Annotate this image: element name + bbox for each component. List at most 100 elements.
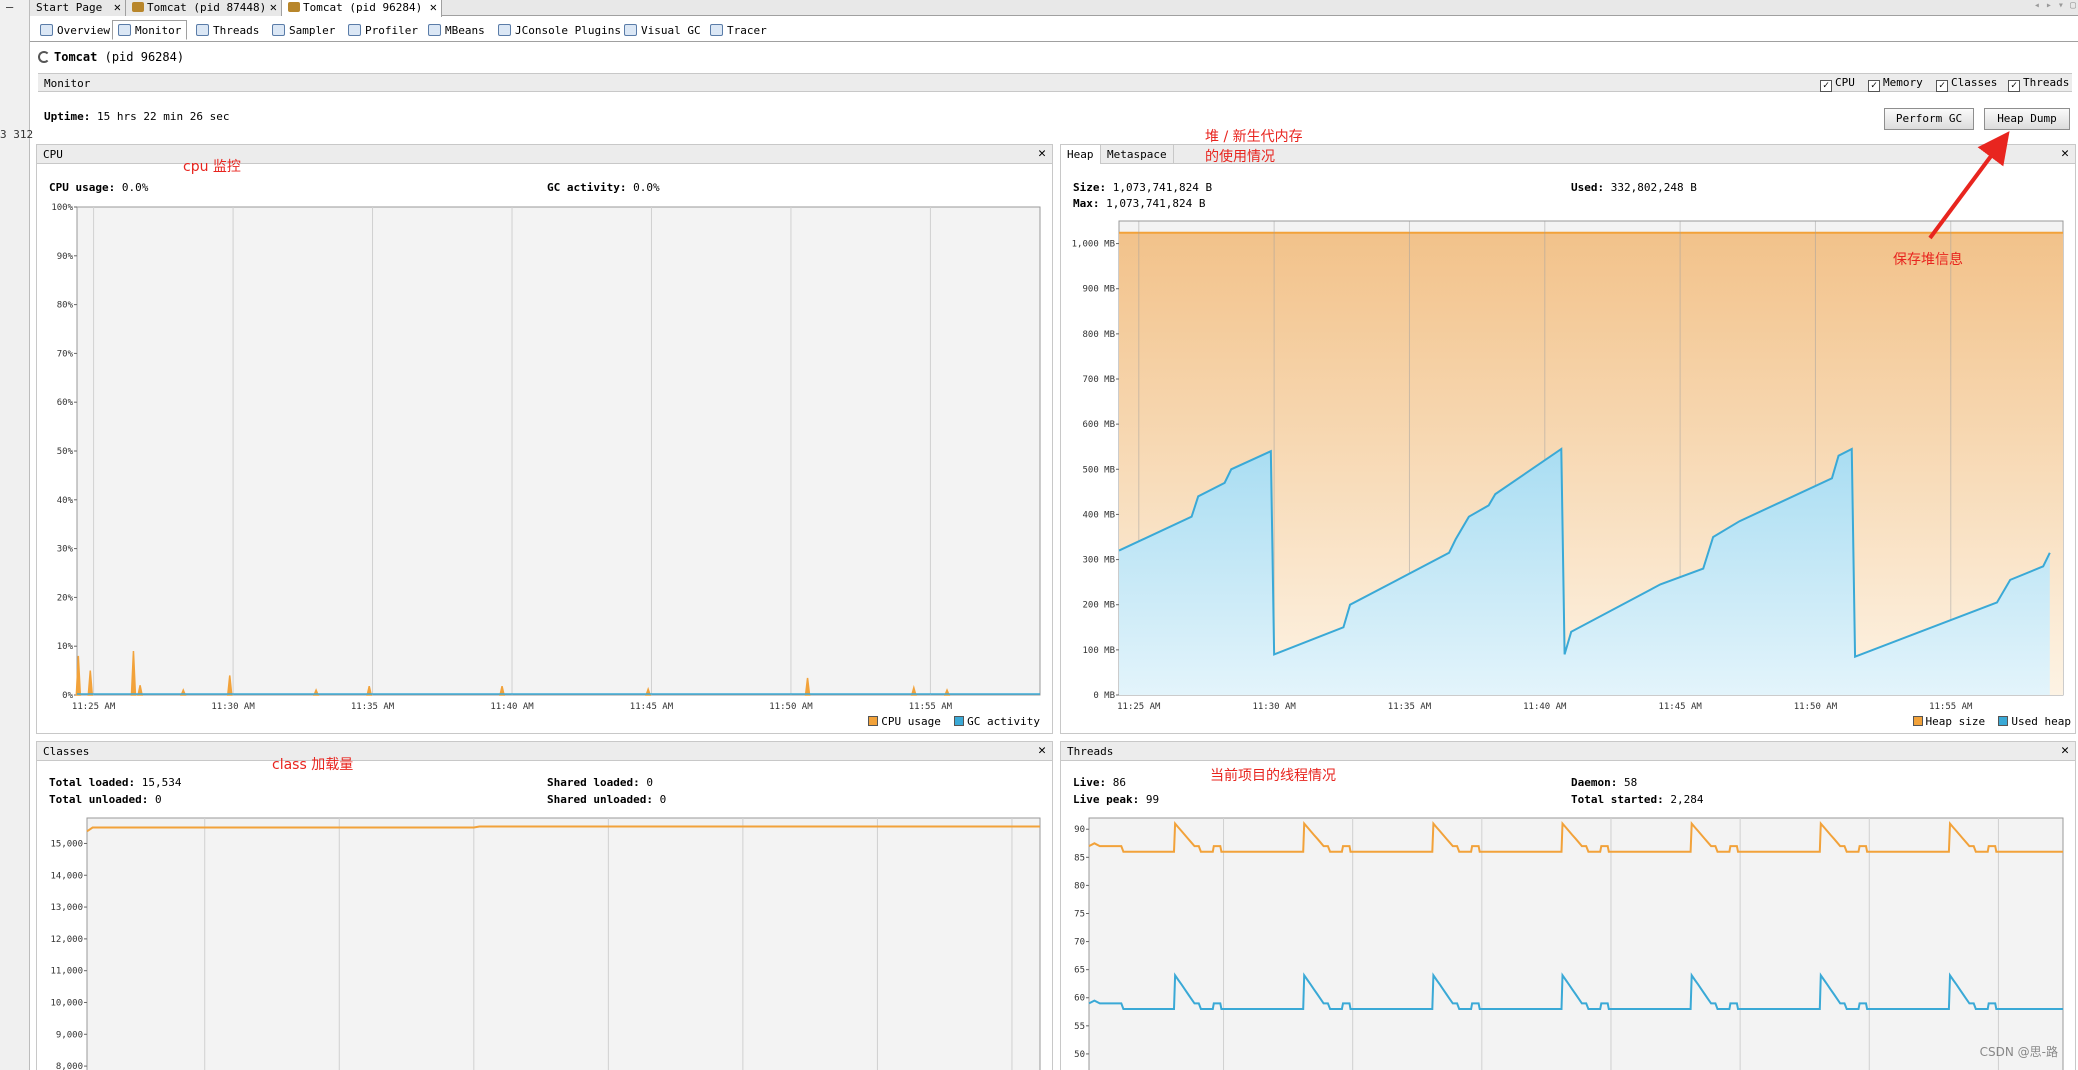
tab-label: MBeans [445,24,485,37]
loaded-classes-line [86,825,1040,833]
tab-tomcat-87448[interactable]: Tomcat (pid 87448) ✕ [126,0,282,16]
heap-size-stat: Size: 1,073,741,824 B [1073,181,1212,194]
checkbox-label: Threads [2023,76,2070,89]
y-tick-label: 70 [1074,938,1085,948]
close-icon[interactable]: ✕ [269,0,277,14]
cpu-usage-spike [130,651,137,696]
x-tick-label: 11:25 AM [1117,702,1161,711]
y-tick-label: 60% [57,398,74,408]
checkbox-check-icon[interactable]: ✓ [1868,80,1880,92]
stat-label: Daemon: [1571,776,1618,789]
checkbox-check-icon[interactable]: ✓ [1936,80,1948,92]
y-tick-label: 70% [57,349,74,359]
tab-monitor[interactable]: Monitor [112,20,188,40]
x-tick-label: 11:25 AM [72,702,116,711]
cpu-usage-spike [75,655,82,696]
x-tick-label: 11:30 AM [211,702,255,711]
side-number: 3 312 [0,128,34,141]
tab-overview[interactable]: Overview [34,20,116,40]
stat-label: GC activity: [547,181,627,194]
y-tick-label: 0 MB [1093,691,1115,701]
annotation-arrow-icon [1928,131,2010,240]
checkbox-label: CPU [1835,76,1855,89]
checkbox-check-icon[interactable]: ✓ [1820,80,1832,92]
tab-jconsole-plugins[interactable]: JConsole Plugins [492,20,627,40]
mbeans-icon [428,24,441,36]
view-tab-bar: Overview Monitor Threads Sampler Profile… [30,19,2078,41]
tab-heap[interactable]: Heap [1061,145,1101,164]
y-tick-label: 600 MB [1082,420,1115,430]
tab-label: Start Page [36,1,103,14]
tab-label: Sampler [289,24,336,37]
live-threads-stat: Live: 86 [1073,776,1126,789]
stat-label: CPU usage: [49,181,116,194]
tomcat-icon [288,2,300,12]
y-tick-label: 40% [57,496,74,506]
annotation-heap-line1: 堆 / 新生代内存 [1205,129,1303,145]
perform-gc-button[interactable]: Perform GC [1884,108,1974,130]
stat-value: 0.0% [633,181,660,194]
tab-tracer[interactable]: Tracer [704,20,773,40]
y-tick-label: 1,000 MB [1072,240,1115,250]
uptime-value: 15 hrs 22 min 26 sec [96,110,230,123]
y-tick-label: 65 [1074,966,1085,976]
stat-value: 2,284 [1670,793,1704,806]
tab-profiler[interactable]: Profiler [342,20,424,40]
minimize-icon[interactable]: — [6,0,14,14]
close-icon[interactable]: ✕ [1038,743,1046,758]
tab-start-page[interactable]: Start Page ✕ [30,0,126,16]
tab-tomcat-96284[interactable]: Tomcat (pid 96284) ✕ [282,0,442,17]
y-tick-label: 10,000 [50,998,83,1008]
checkbox-threads[interactable]: ✓ Threads [2008,76,2069,92]
checkbox-label: Classes [1951,76,1998,89]
cpu-panel-title: CPU [43,148,63,161]
stat-value: 15,534 [141,776,182,789]
y-tick-label: 400 MB [1082,510,1115,520]
x-tick-label: 11:45 AM [630,702,674,711]
legend-label: Used heap [2011,715,2071,728]
window-controls-icon[interactable]: ◂ ▸ ▾ ▢ [2033,0,2076,11]
daemon-threads-stat: Daemon: 58 [1571,776,1637,789]
stat-value: 0 [659,793,667,806]
document-tab-bar: Start Page ✕ Tomcat (pid 87448) ✕ Tomcat… [30,0,2078,17]
cpu-usage-spike [366,686,373,696]
tab-mbeans[interactable]: MBeans [422,20,491,40]
stat-value: 99 [1145,793,1160,806]
close-icon[interactable]: ✕ [113,0,121,14]
cpu-usage-stat: CPU usage: 0.0% [49,181,148,194]
x-tick-label: 11:40 AM [1523,702,1567,711]
checkbox-memory[interactable]: ✓ Memory [1868,76,1923,92]
close-icon[interactable]: ✕ [2061,146,2069,161]
classes-panel: Classes ✕ Total loaded: 15,534 Total unl… [36,741,1053,1070]
gc-activity-stat: GC activity: 0.0% [547,181,660,194]
heap-size-area [1119,232,2063,696]
tab-sampler[interactable]: Sampler [266,20,341,40]
tab-visual-gc[interactable]: Visual GC [618,20,707,40]
checkbox-check-icon[interactable]: ✓ [2008,80,2020,92]
close-icon[interactable]: ✕ [2061,743,2069,758]
tab-metaspace[interactable]: Metaspace [1101,145,1174,164]
close-icon[interactable]: ✕ [1038,146,1046,161]
checkbox-classes[interactable]: ✓ Classes [1936,76,1997,92]
stat-value: 332,802,248 B [1610,181,1697,194]
y-tick-label: 900 MB [1082,285,1115,295]
tracer-icon [710,24,723,36]
x-tick-label: 11:45 AM [1658,702,1702,711]
close-icon[interactable]: ✕ [429,0,437,14]
tab-threads[interactable]: Threads [190,20,265,40]
y-tick-label: 15,000 [50,839,83,849]
y-tick-label: 80% [57,301,74,311]
stat-label: Used: [1571,181,1605,194]
uptime: Uptime: 15 hrs 22 min 26 sec [44,110,229,123]
heap-panel-header: Heap Metaspace ✕ [1061,145,2075,164]
monitor-header: Monitor ✓ CPU ✓ Memory ✓ Classes ✓ Threads [38,73,2072,92]
plot-area [76,206,1041,696]
y-tick-label: 800 MB [1082,330,1115,340]
annotation-classes: class 加载量 [272,757,354,773]
y-tick-label: 20% [57,593,74,603]
cpu-panel: CPU ✕ CPU usage: 0.0% GC activity: 0.0% … [36,144,1053,734]
threads-panel-header: Threads ✕ [1061,742,2075,761]
heap-dump-button[interactable]: Heap Dump [1984,108,2070,130]
checkbox-cpu[interactable]: ✓ CPU [1820,76,1855,92]
sampler-icon [272,24,285,36]
